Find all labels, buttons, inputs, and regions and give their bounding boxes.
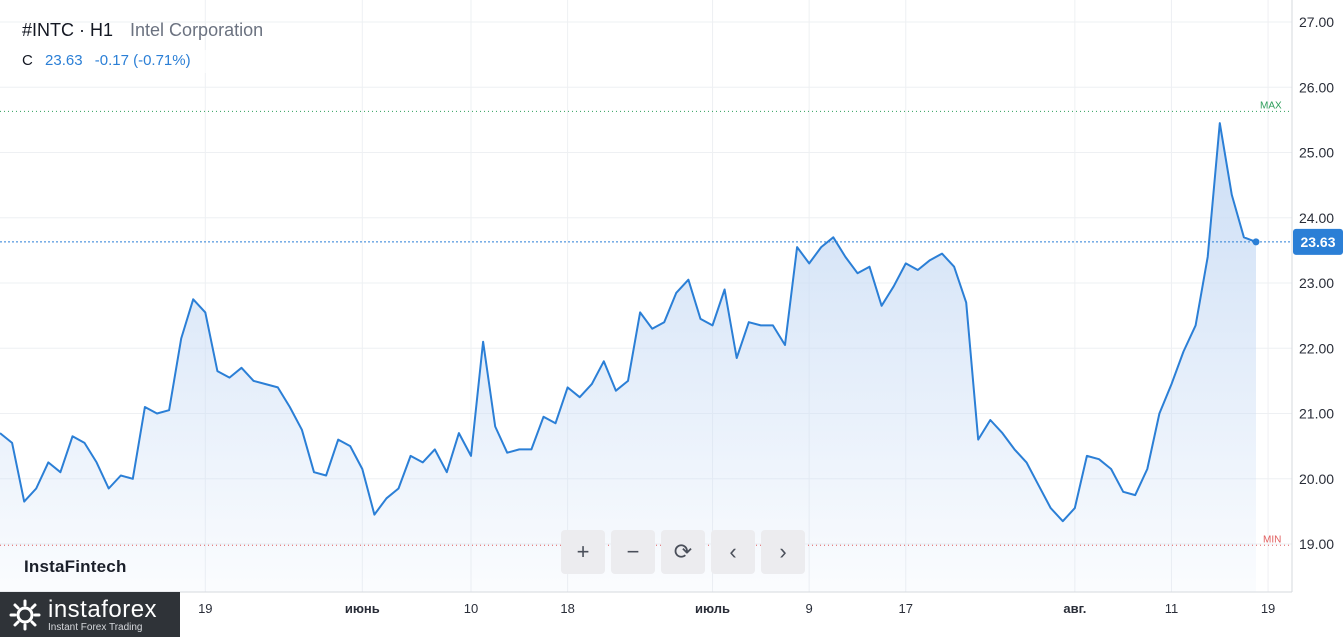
last-price-badge	[1293, 228, 1343, 255]
price-line	[0, 122, 1257, 523]
ohlc-legend: C 23.63 -0.17 (-0.71%)	[22, 50, 260, 73]
logo-title: instaforex	[48, 595, 158, 623]
chevron-left-icon: ‹	[729, 539, 737, 564]
x-tick-label: 17	[899, 601, 913, 616]
chart-controls: + − ⟳ ‹ ›	[561, 530, 805, 574]
x-tick-label: 19	[1261, 601, 1275, 616]
x-tick-label: 19	[198, 601, 212, 616]
x-axis: 19 июнь 10 18 июль 9 17 авг. 11 19	[0, 591, 1292, 616]
y-axis: 19.00 20.00 21.00 22.00 23.00 24.00 25.00 26.00…	[1291, 0, 1334, 592]
x-tick-label: июль	[695, 601, 730, 616]
close-label: C	[22, 52, 33, 69]
max-label: MAX	[1260, 100, 1282, 111]
minus-icon: −	[626, 539, 640, 564]
zoom-in-button[interactable]: +	[561, 530, 605, 574]
y-tick-label: 25.00	[1299, 145, 1334, 161]
x-tick-label: 9	[806, 601, 813, 616]
reset-button[interactable]: ⟳	[661, 530, 705, 574]
last-price-marker	[1252, 238, 1260, 246]
instaforex-logo[interactable]: instaforex Instant Forex Trading	[0, 592, 180, 637]
symbol-label: #INTC · H1	[22, 20, 114, 40]
y-tick-label: 20.00	[1299, 471, 1334, 487]
reset-icon: ⟳	[673, 539, 693, 564]
y-tick-label: 21.00	[1299, 406, 1334, 422]
chevron-right-icon: ›	[779, 539, 787, 564]
last-price-label: 23.63	[1300, 234, 1335, 250]
y-tick-label: 23.00	[1299, 275, 1334, 291]
logo-subtitle: Instant Forex Trading	[48, 621, 143, 633]
x-tick-label: 11	[1165, 601, 1179, 616]
plus-icon: +	[576, 539, 590, 564]
zoom-out-button[interactable]: −	[611, 530, 655, 574]
price-area	[0, 123, 1256, 592]
scroll-left-button[interactable]: ‹	[711, 530, 755, 574]
company-name: Intel Corporation	[130, 20, 264, 40]
min-label: MIN	[1263, 534, 1281, 545]
chart-header: #INTC · H1 Intel Corporation	[22, 20, 263, 41]
brand-watermark: InstaFintech	[24, 557, 127, 576]
y-tick-label: 22.00	[1299, 340, 1334, 356]
x-tick-label: авг.	[1063, 601, 1086, 616]
y-tick-label: 24.00	[1299, 210, 1334, 226]
change-value: -0.17 (-0.71%)	[94, 52, 191, 69]
reference-lines: MAX MIN 23.63	[0, 100, 1343, 546]
y-tick-label: 19.00	[1299, 536, 1334, 552]
instaforex-logo-icon	[9, 599, 41, 630]
x-tick-label: 10	[464, 601, 478, 616]
close-value: 23.63	[45, 52, 83, 69]
y-tick-label: 26.00	[1299, 79, 1334, 95]
scroll-right-button[interactable]: ›	[761, 530, 805, 574]
x-tick-label: июнь	[345, 601, 380, 616]
x-tick-label: 18	[560, 601, 574, 616]
y-tick-label: 27.00	[1299, 14, 1334, 30]
